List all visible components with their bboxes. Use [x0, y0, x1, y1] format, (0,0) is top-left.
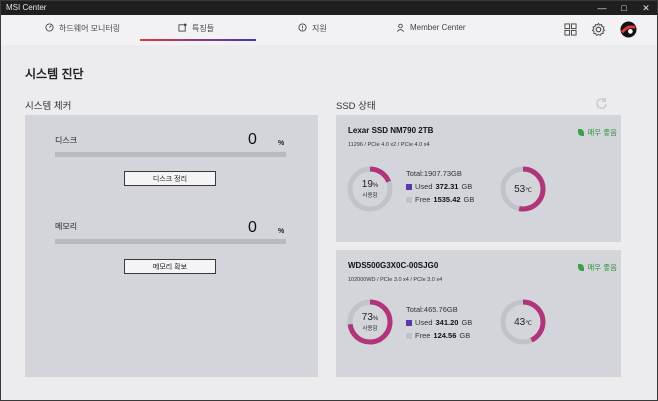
features-icon [178, 23, 187, 34]
ssd-status-heading: SSD 상태 [336, 101, 376, 112]
top-navigation: 하드웨어 모니터링 특징들 지원 Member Center [1, 15, 657, 45]
close-icon[interactable]: ✕ [642, 3, 650, 13]
total-capacity: Total:1907.73GB [406, 169, 462, 178]
ssd-capacity-stats: Total:1907.73GB Used 372.31 GB Free 1535.42… [406, 167, 474, 206]
free-capacity: Free 1535.42 GB [406, 193, 474, 206]
temperature-value: 53℃ [514, 183, 532, 195]
title-bar: MSI Center — □ ✕ [1, 1, 657, 15]
tab-hardware-monitoring[interactable]: 하드웨어 모니터링 [45, 23, 120, 45]
avatar[interactable] [620, 21, 637, 43]
info-icon [298, 23, 307, 34]
refresh-icon[interactable] [595, 97, 608, 115]
disk-unit: % [278, 140, 285, 147]
ssd-meta: 11296 / PCIe 4.0 x2 / PCIe 4.0 x4 [348, 142, 430, 148]
ssd-health-status: 매우 좋음 [578, 127, 617, 138]
usage-arc [347, 299, 393, 345]
system-checker-panel: 디스크 0 % 디스크 정리 메모리 0 % 메모리 확보 [25, 115, 318, 377]
disk-label: 디스크 [55, 136, 78, 145]
disk-cleanup-button[interactable]: 디스크 정리 [124, 171, 216, 186]
temperature-donut: 53℃ [499, 165, 547, 213]
memory-label: 메모리 [55, 222, 78, 231]
used-swatch [406, 183, 412, 190]
ssd-meta: 102000WD / PCIe 3.0 x4 / PCIe 3.0 x4 [348, 277, 443, 283]
tab-label: Member Center [410, 23, 466, 32]
ssd-card: WDS500G3X0C-00SJG0 102000WD / PCIe 3.0 x… [336, 250, 621, 377]
temperature-value: 43℃ [514, 316, 532, 328]
active-tab-indicator [140, 39, 256, 41]
memory-unit: % [278, 228, 285, 235]
ssd-health-status: 매우 좋음 [578, 262, 617, 273]
grid-icon[interactable] [564, 23, 577, 41]
used-capacity: Used 341.20 GB [406, 316, 472, 329]
memory-free-button[interactable]: 메모리 확보 [124, 259, 216, 274]
page-title: 시스템 진단 [25, 67, 84, 81]
usage-percent: 19% [361, 179, 379, 190]
temperature-arc [500, 166, 546, 212]
speedometer-icon [45, 23, 54, 34]
user-icon [396, 23, 405, 34]
system-checker-heading: 시스템 체커 [25, 101, 72, 112]
temperature-label-group: 43℃ [499, 298, 547, 346]
usage-label-group: 73% 사용함 [346, 298, 394, 346]
used-swatch [406, 319, 412, 326]
tab-features[interactable]: 특징들 [178, 23, 214, 45]
window-title: MSI Center [6, 3, 47, 12]
used-capacity: Used 372.31 GB [406, 180, 474, 193]
maximize-icon[interactable]: □ [621, 3, 627, 13]
temperature-arc [500, 299, 546, 345]
free-capacity: Free 124.56 GB [406, 329, 472, 342]
ssd-name: WDS500G3X0C-00SJG0 [348, 261, 439, 270]
memory-progress-bar [55, 239, 286, 244]
usage-label-group: 19% 사용함 [346, 165, 394, 213]
ssd-health-label: 매우 좋음 [587, 128, 617, 137]
memory-value: 0 [248, 219, 257, 236]
tab-support[interactable]: 지원 [298, 23, 327, 45]
leaf-icon [578, 264, 585, 271]
header-actions [564, 21, 637, 43]
tab-label: 하드웨어 모니터링 [59, 24, 121, 33]
temperature-label-group: 53℃ [499, 165, 547, 213]
ssd-health-label: 매우 좋음 [587, 263, 617, 272]
gear-icon[interactable] [591, 22, 606, 42]
tab-member-center[interactable]: Member Center [396, 23, 466, 45]
usage-sub-label: 사용함 [362, 326, 378, 332]
usage-donut: 19% 사용함 [346, 165, 394, 213]
disk-progress-bar [55, 152, 286, 157]
ssd-name: Lexar SSD NM790 2TB [348, 126, 434, 135]
tab-label: 지원 [312, 24, 327, 33]
usage-percent: 73% [361, 312, 379, 323]
ssd-card: Lexar SSD NM790 2TB 11296 / PCIe 4.0 x2 … [336, 115, 621, 242]
leaf-icon [578, 129, 585, 136]
temperature-donut: 43℃ [499, 298, 547, 346]
disk-value: 0 [248, 131, 257, 148]
tab-label: 특징들 [192, 24, 215, 33]
minimize-icon[interactable]: — [597, 3, 607, 13]
usage-sub-label: 사용함 [362, 193, 378, 199]
usage-arc [347, 166, 393, 212]
ssd-capacity-stats: Total:465.76GB Used 341.20 GB Free 124.56 GB [406, 303, 472, 342]
free-swatch [406, 196, 412, 203]
window-controls: — □ ✕ [591, 1, 657, 15]
free-swatch [406, 332, 412, 339]
usage-donut: 73% 사용함 [346, 298, 394, 346]
total-capacity: Total:465.76GB [406, 305, 458, 314]
